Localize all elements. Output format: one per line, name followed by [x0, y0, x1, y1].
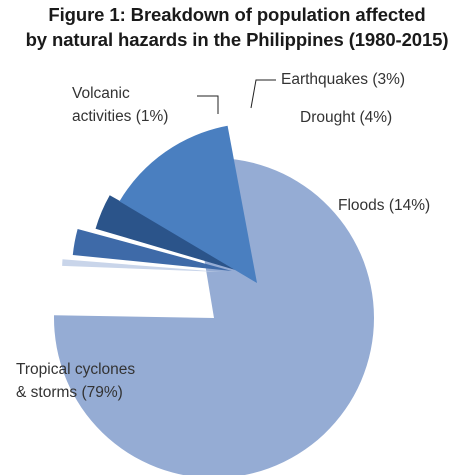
chart-title: Figure 1: Breakdown of population affect…: [0, 2, 474, 52]
slice-label-earthquakes: Earthquakes (3%): [281, 71, 405, 88]
chart-title-line-2: by natural hazards in the Philippines (1…: [25, 29, 449, 50]
slice-label-line: Tropical cyclones: [16, 361, 135, 378]
slice-label-line: activities (1%): [72, 108, 168, 125]
slice-label-line: Drought (4%): [300, 109, 392, 126]
slice-label-line: Earthquakes (3%): [281, 71, 405, 88]
slice-label-volcanic-activities: Volcanic activities (1%): [72, 85, 168, 125]
slice-label-floods: Floods (14%): [338, 197, 430, 214]
slice-label-line: & storms (79%): [16, 384, 123, 401]
leader-line-volcanic-activities: [197, 95, 219, 114]
pie-slice-earthquakes: [72, 228, 232, 271]
leader-line-earthquakes: [250, 79, 276, 109]
chart-title-line-1: Figure 1: Breakdown of population affect…: [48, 4, 426, 25]
pie-slice-tropical-cyclones-storms: [54, 158, 374, 475]
slice-label-line: Volcanic: [72, 85, 130, 102]
slice-label-drought: Drought (4%): [300, 109, 392, 126]
pie-slice-floods: [119, 125, 257, 283]
slice-label-line: Floods (14%): [338, 197, 430, 214]
slice-label-tropical-cyclones-storms: Tropical cyclones & storms (79%): [16, 361, 135, 401]
pie-slice-volcanic-activities: [62, 259, 223, 272]
